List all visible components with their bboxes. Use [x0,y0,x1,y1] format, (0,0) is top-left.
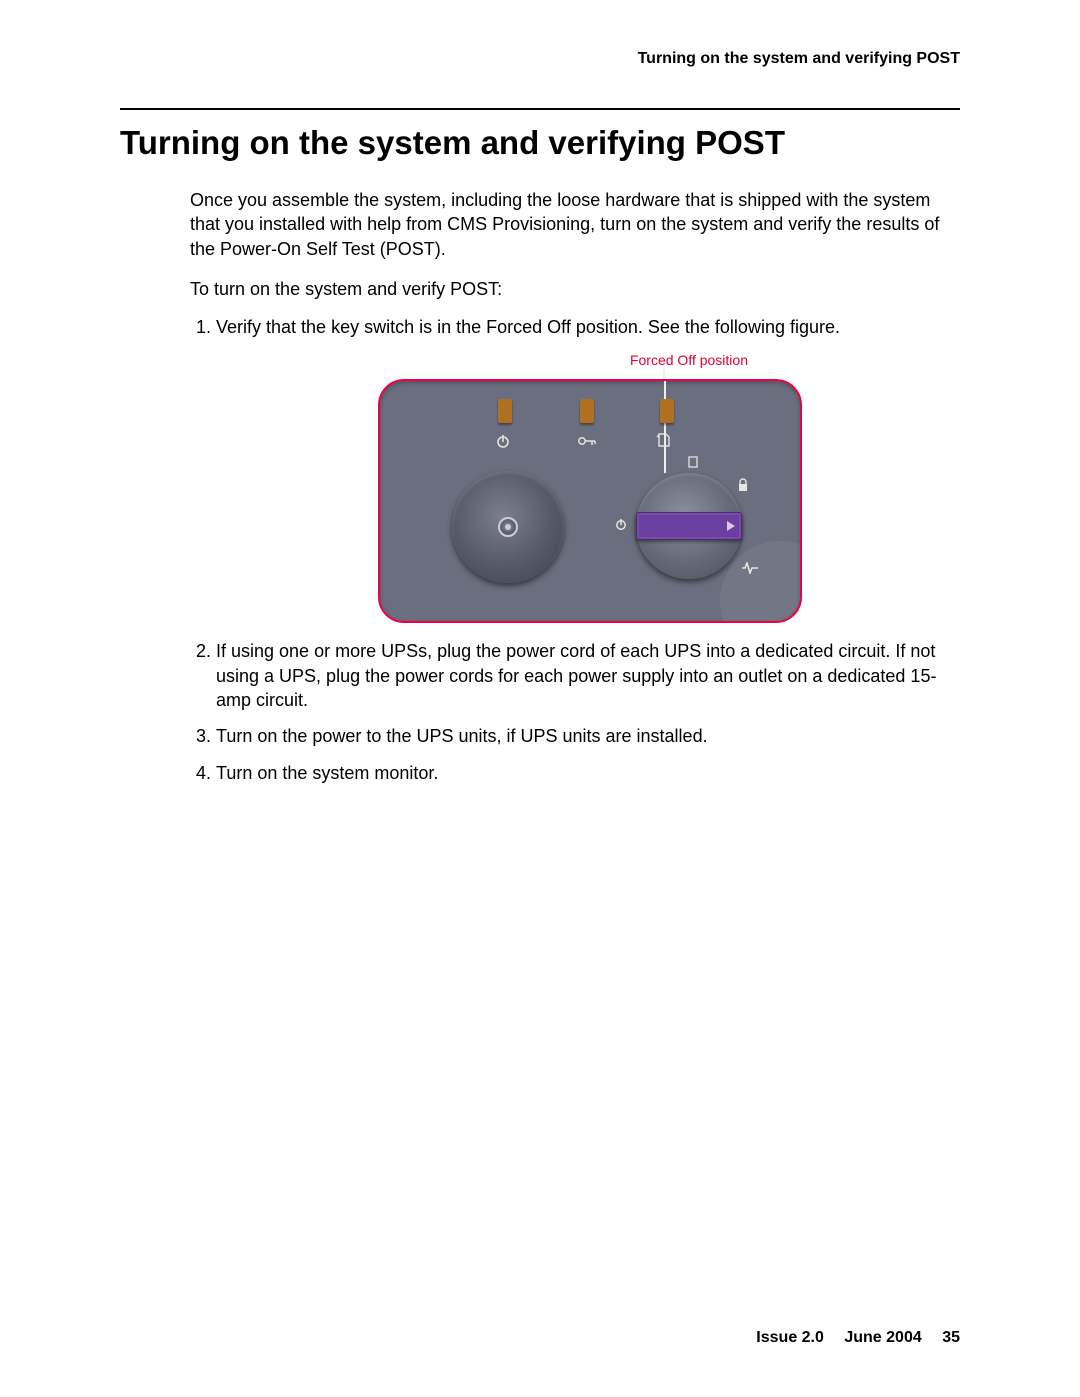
front-panel-diagram [378,379,802,623]
key-switch-dial [636,473,742,579]
steps-list: Verify that the key switch is in the For… [190,315,960,785]
step-1: Verify that the key switch is in the For… [216,315,960,623]
figure: Forced Off position [216,349,960,623]
step-3: Turn on the power to the UPS units, if U… [216,724,960,748]
document-icon [655,431,673,456]
divider [120,108,960,110]
callout-leader-line [378,369,798,379]
step-1-text: Verify that the key switch is in the For… [216,317,840,337]
dial-mark-diagnostic-icon [742,561,758,579]
figure-callout-label: Forced Off position [630,351,748,370]
led-indicator-1 [498,399,512,423]
footer-date: June 2004 [844,1329,921,1346]
page-footer: Issue 2.0 June 2004 35 [756,1329,960,1347]
intro-paragraph: Once you assemble the system, including … [190,188,960,261]
key-switch-handle [636,512,742,540]
power-icon [495,433,511,456]
dial-mark-locked-icon [736,477,750,498]
footer-issue: Issue 2.0 [756,1329,824,1346]
dial-mark-standby-icon [614,517,628,536]
led-indicator-2 [580,399,594,423]
led-indicator-3 [660,399,674,423]
step-4: Turn on the system monitor. [216,761,960,785]
callout-pointer [664,381,666,473]
page-title: Turning on the system and verifying POST [120,124,960,162]
key-icon [577,433,597,455]
step-2: If using one or more UPSs, plug the powe… [216,639,960,712]
lead-sentence: To turn on the system and verify POST: [190,277,960,301]
power-button [452,471,564,583]
dial-mark-normal-icon [686,455,700,474]
footer-page-number: 35 [942,1329,960,1346]
running-header: Turning on the system and verifying POST [120,50,960,68]
